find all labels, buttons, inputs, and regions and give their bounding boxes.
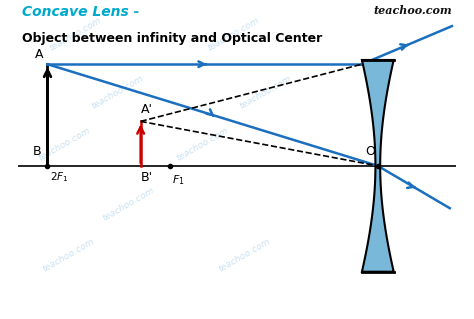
Text: teachoo.com: teachoo.com (37, 126, 92, 163)
Text: teachoo.com: teachoo.com (100, 185, 155, 222)
Text: A: A (35, 48, 43, 61)
Text: $F_1$: $F_1$ (173, 173, 185, 187)
Text: teachoo.com: teachoo.com (217, 236, 272, 273)
Text: teachoo.com: teachoo.com (90, 73, 145, 110)
Text: A': A' (141, 103, 153, 116)
Text: teachoo.com: teachoo.com (47, 16, 102, 53)
Text: teachoo.com: teachoo.com (374, 5, 452, 16)
Text: Concave Lens -: Concave Lens - (22, 5, 139, 19)
Text: B': B' (141, 171, 153, 184)
Text: B: B (33, 145, 41, 158)
Text: teachoo.com: teachoo.com (238, 73, 293, 110)
Text: $2F_1$: $2F_1$ (50, 171, 68, 184)
Polygon shape (362, 60, 394, 272)
Text: teachoo.com: teachoo.com (41, 236, 96, 273)
Text: teachoo.com: teachoo.com (174, 126, 229, 163)
Text: teachoo.com: teachoo.com (206, 16, 261, 53)
Text: O: O (365, 145, 375, 158)
Text: Object between infinity and Optical Center: Object between infinity and Optical Cent… (22, 33, 322, 45)
